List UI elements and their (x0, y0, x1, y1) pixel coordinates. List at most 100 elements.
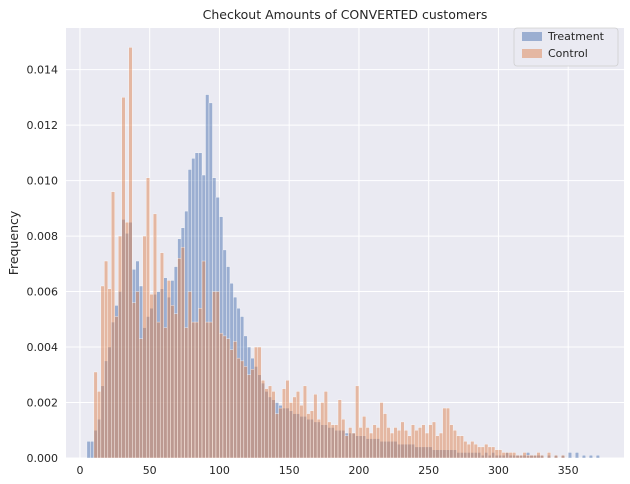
x-tick-label: 150 (279, 464, 300, 477)
x-tick-label: 200 (348, 464, 369, 477)
control-bar (170, 305, 175, 459)
control-bar (365, 427, 370, 459)
control-bar (337, 399, 342, 459)
y-tick-label: 0.002 (27, 397, 59, 410)
control-bar (526, 455, 531, 459)
grid-lines (66, 28, 624, 459)
control-bar (456, 435, 461, 459)
control-bar (313, 394, 318, 459)
control-bar (104, 260, 109, 459)
control-bar (187, 291, 192, 459)
control-bar (107, 288, 112, 459)
control-bar (177, 258, 182, 459)
control-bar (554, 455, 558, 459)
treatment-bar (86, 441, 91, 459)
control-bar (390, 432, 394, 459)
legend-label-treatment: Treatment (547, 30, 605, 43)
control-bar (372, 424, 377, 459)
x-tick-label: 0 (76, 464, 83, 477)
control-bar (212, 291, 217, 459)
control-bar (292, 396, 297, 459)
x-tick-label: 50 (143, 464, 157, 477)
control-bar (233, 341, 238, 459)
control-bar (306, 413, 311, 459)
y-tick-label: 0.006 (27, 286, 59, 299)
control-bar (491, 446, 496, 459)
control-bar (257, 346, 262, 459)
control-bar (166, 280, 171, 459)
control-bar (393, 427, 398, 459)
control-bar (229, 349, 234, 459)
control-bar (142, 235, 147, 459)
control-bar (243, 366, 248, 459)
control-bar (449, 424, 454, 459)
control-bar (268, 385, 272, 459)
control-bar (118, 235, 122, 459)
control-bar (501, 452, 506, 459)
control-bar (404, 430, 408, 459)
control-bar (561, 455, 565, 459)
control-bar (309, 410, 314, 459)
control-bar (299, 405, 304, 459)
control-bar (438, 432, 443, 459)
control-bar (125, 222, 129, 459)
control-bar (282, 388, 286, 459)
control-bar (191, 321, 196, 459)
chart-title: Checkout Amounts of CONVERTED customers (203, 7, 488, 22)
x-tick-label: 250 (418, 464, 439, 477)
control-bar (477, 446, 482, 459)
legend-swatch-control (522, 49, 542, 58)
control-bar (547, 452, 551, 459)
y-tick-label: 0.010 (27, 175, 59, 188)
control-bar (418, 427, 422, 459)
control-bar (323, 391, 328, 459)
control-bar (480, 446, 485, 459)
y-tick-label: 0.004 (27, 341, 59, 354)
control-bar (121, 97, 126, 459)
control-bar (508, 452, 513, 459)
x-tick-label: 100 (209, 464, 230, 477)
control-bar (540, 455, 544, 459)
control-bar (376, 427, 381, 459)
control-bar (505, 452, 510, 459)
control-bar (205, 321, 210, 459)
control-bar (452, 430, 457, 459)
y-tick-label: 0.000 (27, 452, 59, 465)
control-bar (240, 360, 245, 459)
control-bar (222, 335, 227, 459)
y-tick-label: 0.012 (27, 119, 59, 132)
control-bar (533, 455, 537, 459)
control-bar (407, 435, 412, 459)
control-bar (529, 455, 534, 459)
control-bar (397, 430, 401, 459)
control-bar (498, 449, 503, 459)
control-bar (111, 191, 116, 459)
control-bar (435, 435, 440, 459)
control-bar (344, 435, 349, 459)
control-bar (275, 413, 279, 459)
control-bar (341, 418, 346, 459)
y-axis-label: Frequency (6, 210, 21, 275)
control-bar (247, 374, 252, 459)
legend: Treatment Control (513, 27, 619, 67)
control-bar (428, 424, 433, 459)
x-tick-label: 350 (558, 464, 579, 477)
y-tick-label: 0.008 (27, 230, 59, 243)
control-bar (494, 449, 499, 459)
control-bar (330, 424, 335, 459)
control-bar (278, 407, 283, 459)
control-bar (459, 435, 464, 459)
control-bar (362, 416, 367, 459)
control-bar (358, 427, 363, 459)
control-bar (201, 260, 206, 459)
control-bar (316, 418, 321, 459)
control-bar (484, 443, 489, 459)
control-bar (285, 380, 290, 459)
treatment-bar (574, 452, 579, 459)
control-bar (250, 369, 255, 459)
treatment-bar (588, 455, 593, 459)
control-bar (146, 177, 150, 459)
control-bar (156, 321, 161, 459)
control-bar (173, 313, 178, 459)
